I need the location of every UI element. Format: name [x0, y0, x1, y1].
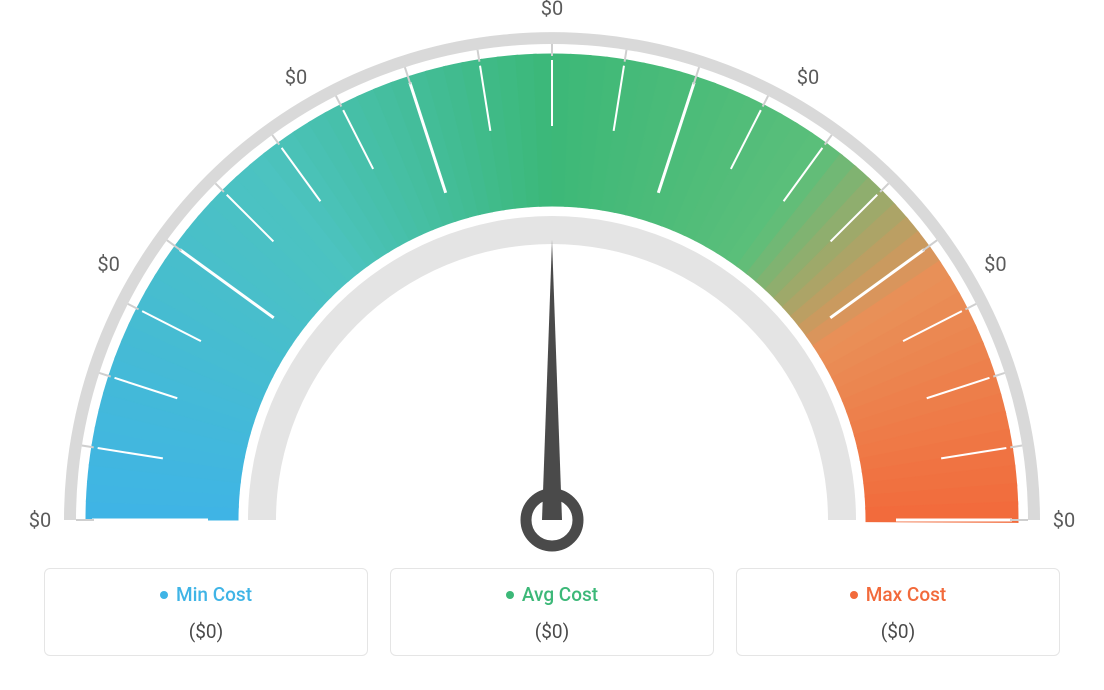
legend-value-max: ($0)	[737, 620, 1059, 643]
gauge-svg	[0, 0, 1104, 560]
legend-card-min: Min Cost ($0)	[44, 568, 368, 656]
legend-row: Min Cost ($0) Avg Cost ($0) Max Cost ($0…	[44, 568, 1060, 656]
gauge-tick-label: $0	[97, 252, 119, 276]
legend-label-max: Max Cost	[866, 583, 946, 606]
gauge-tick-label: $0	[29, 508, 51, 532]
legend-title-min: Min Cost	[160, 583, 252, 606]
legend-dot-max	[850, 591, 858, 599]
legend-value-min: ($0)	[45, 620, 367, 643]
gauge-tick-label: $0	[1053, 508, 1075, 532]
gauge-tick-label: $0	[797, 65, 819, 89]
legend-dot-min	[160, 591, 168, 599]
gauge-tick-label: $0	[984, 252, 1006, 276]
cost-gauge: $0 $0 $0 $0 $0 $0 $0	[0, 0, 1104, 560]
gauge-tick-label: $0	[541, 0, 563, 20]
gauge-tick-label: $0	[285, 65, 307, 89]
legend-label-avg: Avg Cost	[522, 583, 598, 606]
legend-value-avg: ($0)	[391, 620, 713, 643]
legend-title-avg: Avg Cost	[506, 583, 598, 606]
legend-card-max: Max Cost ($0)	[736, 568, 1060, 656]
legend-title-max: Max Cost	[850, 583, 946, 606]
legend-card-avg: Avg Cost ($0)	[390, 568, 714, 656]
legend-label-min: Min Cost	[176, 583, 252, 606]
legend-dot-avg	[506, 591, 514, 599]
